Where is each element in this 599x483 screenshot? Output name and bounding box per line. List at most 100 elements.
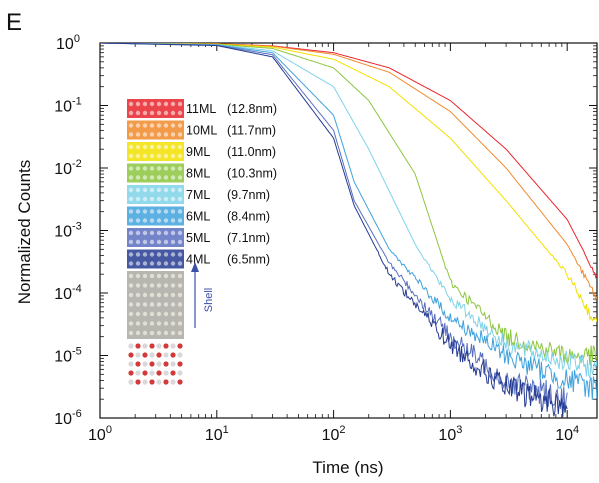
legend-lattice-dot [163,123,169,128]
legend-shell-size: (9.7nm) [227,188,270,202]
inner-lattice-dot [156,273,162,279]
legend-swatch [127,249,184,269]
legend-lattice-dot [135,239,141,245]
core-lattice-dot [177,343,183,349]
legend-lattice-dot [142,187,148,193]
legend-lattice-dot [177,101,183,107]
legend-lattice-dot [170,187,176,193]
legend-lattice-dot [170,153,176,159]
legend-entry-4ml: 4ML (6.5nm) [127,249,270,269]
legend-shell-name: 9ML [186,145,210,159]
inner-lattice-dot [149,311,155,317]
legend-lattice-dot [149,239,155,245]
legend-swatch [127,185,184,204]
inner-lattice-dot [170,302,176,307]
core-lattice-dot [156,370,162,376]
legend-lattice-dot [156,252,162,257]
legend-lattice-dot [128,252,134,257]
inner-lattice-dot [142,292,148,298]
legend-lattice-dot [149,187,155,193]
legend-lattice-dot [170,196,176,202]
core-lattice-dot [177,379,183,385]
legend-lattice-dot [149,209,155,214]
legend-shell-size: (7.1nm) [227,231,270,245]
inner-lattice-dot [135,292,141,298]
legend-entry-5ml: 5ML (7.1nm) [127,228,270,247]
legend-lattice-dot [163,110,169,116]
legend-entry-10ml: 10ML (11.7nm) [127,120,276,140]
legend-lattice-dot [156,218,162,223]
legend-swatch [127,163,184,183]
legend-lattice-dot [149,196,155,202]
legend-shell-size: (11.0nm) [227,145,276,159]
legend-lattice-dot [170,239,176,245]
legend-lattice-dot [170,230,176,236]
core-lattice-dot [156,361,162,367]
legend-lattice-dot [163,196,169,202]
legend-lattice-dot [135,175,141,180]
inner-lattice-dot [156,321,162,326]
core-lattice-dot [156,379,162,385]
core-lattice-dot [135,352,141,358]
core-lattice-dot [156,343,162,349]
legend-lattice-dot [135,230,141,236]
legend-lattice-dot [156,123,162,128]
legend-lattice-dot [156,239,162,245]
core-lattice-dot [149,352,155,358]
legend-lattice-dot [156,196,162,202]
inner-lattice-dot [163,283,169,288]
core-lattice-dot [128,343,134,349]
x-tick-label: 103 [438,424,462,444]
inner-lattice-dot [142,302,148,307]
legend-lattice-dot [135,187,141,193]
core-lattice-dot [128,361,134,367]
legend-lattice-dot [128,230,134,236]
core-lattice-dot [149,379,155,385]
legend-lattice-dot [128,218,134,223]
inner-lattice-dot [156,292,162,298]
legend-lattice-dot [170,261,176,266]
core-lattice-dot [177,361,183,367]
legend-entry-7ml: 7ML (9.7nm) [127,185,270,204]
legend-shell-name: 4ML [186,253,210,267]
legend-lattice-dot [142,101,148,107]
core-lattice-dot [177,352,183,358]
legend-lattice-dot [163,218,169,223]
legend-lattice-dot [142,153,148,159]
shell-arrow-label: Shell [203,288,215,312]
legend-lattice-dot [135,196,141,202]
inner-lattice-dot [128,273,134,279]
inner-lattice-dot [177,311,183,317]
inner-lattice-dot [163,330,169,336]
legend-lattice-dot [135,166,141,171]
core-lattice-dot [163,370,169,376]
legend-lattice-dot [149,175,155,180]
legend-lattice-dot [163,187,169,193]
legend-lattice-dot [170,166,176,171]
legend-lattice-dot [177,123,183,128]
core-lattice-dot [128,370,134,376]
inner-lattice-dot [170,330,176,336]
core-lattice-dot [135,379,141,385]
legend-lattice-dot [170,175,176,180]
inner-lattice-dot [177,321,183,326]
legend-lattice-dot [128,209,134,214]
inner-lattice-dot [156,283,162,288]
legend-lattice-dot [142,218,148,223]
inner-lattice-dot [177,302,183,307]
legend-entry-6ml: 6ML (8.4nm) [127,206,270,226]
legend-swatch [127,228,184,247]
legend-lattice-dot [142,196,148,202]
core-lattice-dot [135,361,141,367]
legend-lattice-dot [128,261,134,266]
core-lattice-dot [177,370,183,376]
legend-lattice-dot [135,261,141,266]
legend-swatch [127,142,184,161]
legend-lattice-dot [163,132,169,137]
legend-lattice-dot [163,166,169,171]
legend-lattice-dot [128,187,134,193]
legend-lattice-dot [177,218,183,223]
legend: 11ML (12.8nm) 10ML (11.7nm) 9ML (11.0nm) 8ML (1… [127,99,277,385]
x-axis-label: Time (ns) [312,458,383,477]
inner-lattice-dot [142,311,148,317]
